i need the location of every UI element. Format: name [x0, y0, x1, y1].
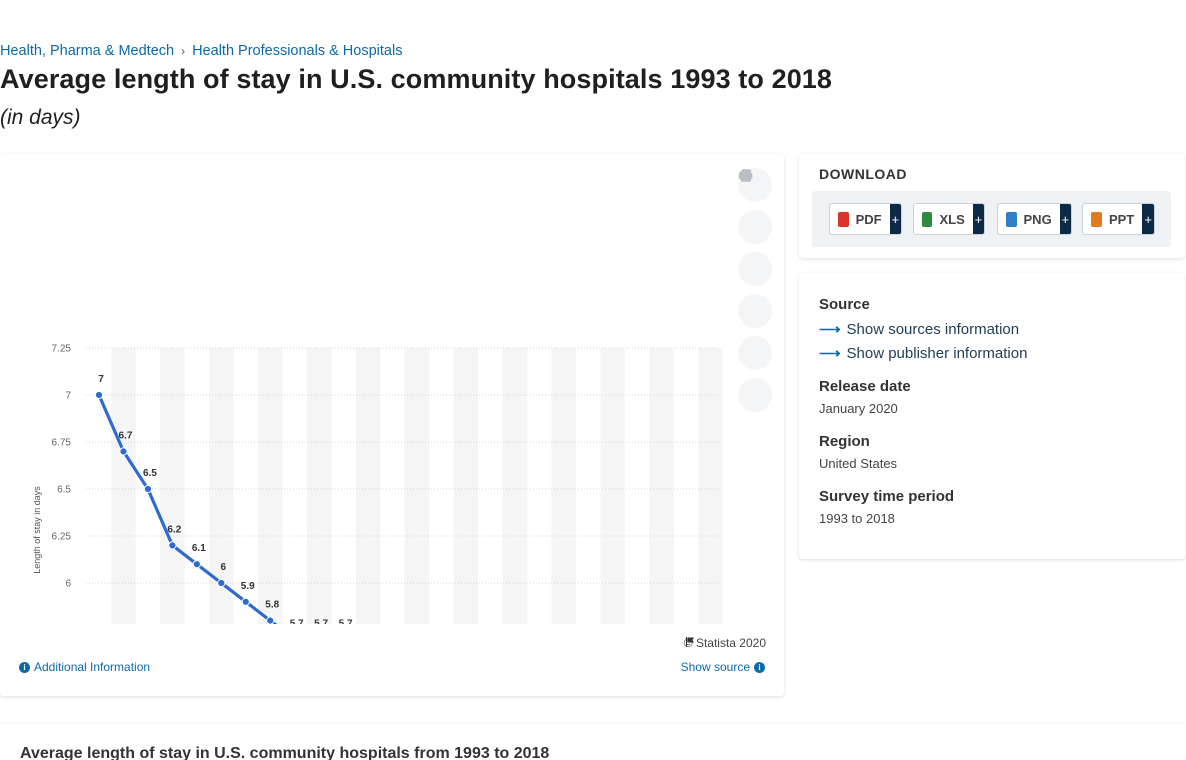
- column-band: [306, 348, 332, 624]
- y-axis-label: Length of stay in days: [32, 486, 42, 574]
- y-tick-label: 7: [65, 391, 71, 402]
- statistic-details-card: Source ⟶ Show sources information ⟶ Show…: [799, 273, 1185, 559]
- show-sources-link[interactable]: ⟶ Show sources information: [819, 320, 1020, 339]
- data-point: [168, 541, 177, 550]
- column-band: [698, 348, 723, 624]
- flag-icon[interactable]: [684, 636, 696, 648]
- cite-button[interactable]: [738, 171, 772, 370]
- download-ppt-label: PPT: [1108, 211, 1135, 227]
- data-label: 5.8: [265, 600, 279, 611]
- region-heading: Region: [819, 433, 870, 450]
- show-sources-label: Show sources information: [846, 320, 1020, 338]
- data-label: 5.7: [339, 618, 353, 624]
- download-heading: DOWNLOAD: [819, 166, 907, 182]
- breadcrumb: Health, Pharma & Medtech › Health Profes…: [0, 43, 402, 59]
- data-label: 5.9: [241, 581, 255, 592]
- column-band: [502, 348, 528, 624]
- show-source-label: Show source: [680, 660, 750, 674]
- arrow-right-icon: ⟶: [819, 345, 841, 362]
- download-card: DOWNLOAD PDF + XLS + PNG + PPT +: [799, 154, 1185, 258]
- plus-icon: +: [889, 204, 901, 234]
- download-ppt-button[interactable]: PPT +: [1082, 203, 1155, 235]
- download-xls-label: XLS: [939, 211, 965, 227]
- download-png-button[interactable]: PNG +: [997, 203, 1072, 235]
- breadcrumb-link-health[interactable]: Health, Pharma & Medtech: [0, 43, 175, 59]
- settings-button[interactable]: [738, 169, 772, 286]
- ppt-file-icon: [1091, 211, 1102, 227]
- show-source-link[interactable]: Show source i: [681, 660, 765, 674]
- data-point: [266, 616, 275, 624]
- data-point: [241, 597, 250, 606]
- plus-icon: +: [1059, 204, 1071, 234]
- source-heading: Source: [819, 296, 870, 313]
- column-band: [257, 348, 283, 624]
- additional-information-label: Additional Information: [34, 660, 151, 674]
- show-publisher-link[interactable]: ⟶ Show publisher information: [819, 344, 1028, 363]
- column-band: [600, 348, 625, 624]
- data-label: 5.7: [314, 618, 328, 624]
- print-button[interactable]: [738, 169, 772, 412]
- show-publisher-label: Show publisher information: [846, 344, 1028, 362]
- y-tick-label: 7.25: [52, 344, 72, 355]
- column-band: [649, 348, 674, 624]
- copyright-note: © Statista 2020: [684, 636, 766, 650]
- download-pdf-label: PDF: [855, 211, 882, 227]
- data-point: [119, 447, 128, 456]
- y-tick-label: 6.25: [52, 532, 72, 543]
- column-band: [453, 348, 479, 624]
- info-icon: i: [754, 661, 765, 673]
- plus-icon: +: [972, 204, 984, 234]
- plus-icon: +: [1142, 204, 1154, 234]
- notification-button[interactable]: [738, 168, 772, 244]
- print-icon: [738, 169, 753, 182]
- info-icon: i: [19, 661, 30, 673]
- data-point: [94, 390, 104, 400]
- pdf-file-icon: [838, 211, 849, 227]
- description-title: Average length of stay in U.S. community…: [20, 745, 550, 760]
- breadcrumb-link-hospitals[interactable]: Health Professionals & Hospitals: [192, 43, 403, 59]
- column-band: [160, 348, 185, 624]
- description-card: Average length of stay in U.S. community…: [0, 724, 1186, 760]
- data-point: [217, 578, 226, 588]
- download-png-label: PNG: [1023, 211, 1052, 227]
- y-tick-label: 6.5: [57, 485, 71, 496]
- column-band: [111, 348, 136, 624]
- column-band: [355, 348, 381, 624]
- release-date-value: January 2020: [819, 401, 898, 416]
- release-date-heading: Release date: [819, 378, 911, 395]
- data-label: 6.1: [192, 543, 206, 554]
- region-value: United States: [819, 456, 898, 471]
- png-file-icon: [1006, 211, 1017, 227]
- series-line: [97, 393, 278, 624]
- data-point: [143, 484, 153, 494]
- share-button[interactable]: [738, 169, 772, 328]
- copyright-text: © Statista 2020: [683, 636, 766, 650]
- chart-toolbar: [738, 168, 772, 412]
- survey-period-heading: Survey time period: [819, 488, 955, 505]
- page-subtitle: (in days): [0, 106, 81, 129]
- additional-information-link[interactable]: i Additional Information: [19, 660, 150, 674]
- data-label: 6.7: [119, 430, 133, 441]
- data-label: 7: [98, 374, 104, 385]
- column-band: [551, 348, 576, 624]
- data-label: 6.5: [143, 468, 157, 479]
- download-xls-button[interactable]: XLS +: [913, 203, 985, 235]
- y-tick-label: 6.75: [52, 438, 72, 449]
- page-title: Average length of stay in U.S. community…: [0, 64, 833, 94]
- download-bar: PDF + XLS + PNG + PPT +: [812, 191, 1171, 247]
- data-label: 6.2: [167, 524, 181, 535]
- y-tick-label: 6: [65, 579, 71, 590]
- xls-file-icon: [922, 211, 933, 227]
- arrow-right-icon: ⟶: [819, 321, 841, 338]
- data-point: [192, 560, 201, 569]
- column-band: [404, 348, 430, 624]
- download-pdf-button[interactable]: PDF +: [829, 203, 902, 235]
- breadcrumb-separator: ›: [181, 44, 186, 58]
- data-label: 5.7: [290, 618, 304, 624]
- survey-period-value: 1993 to 2018: [819, 511, 895, 526]
- data-label: 6: [221, 562, 227, 573]
